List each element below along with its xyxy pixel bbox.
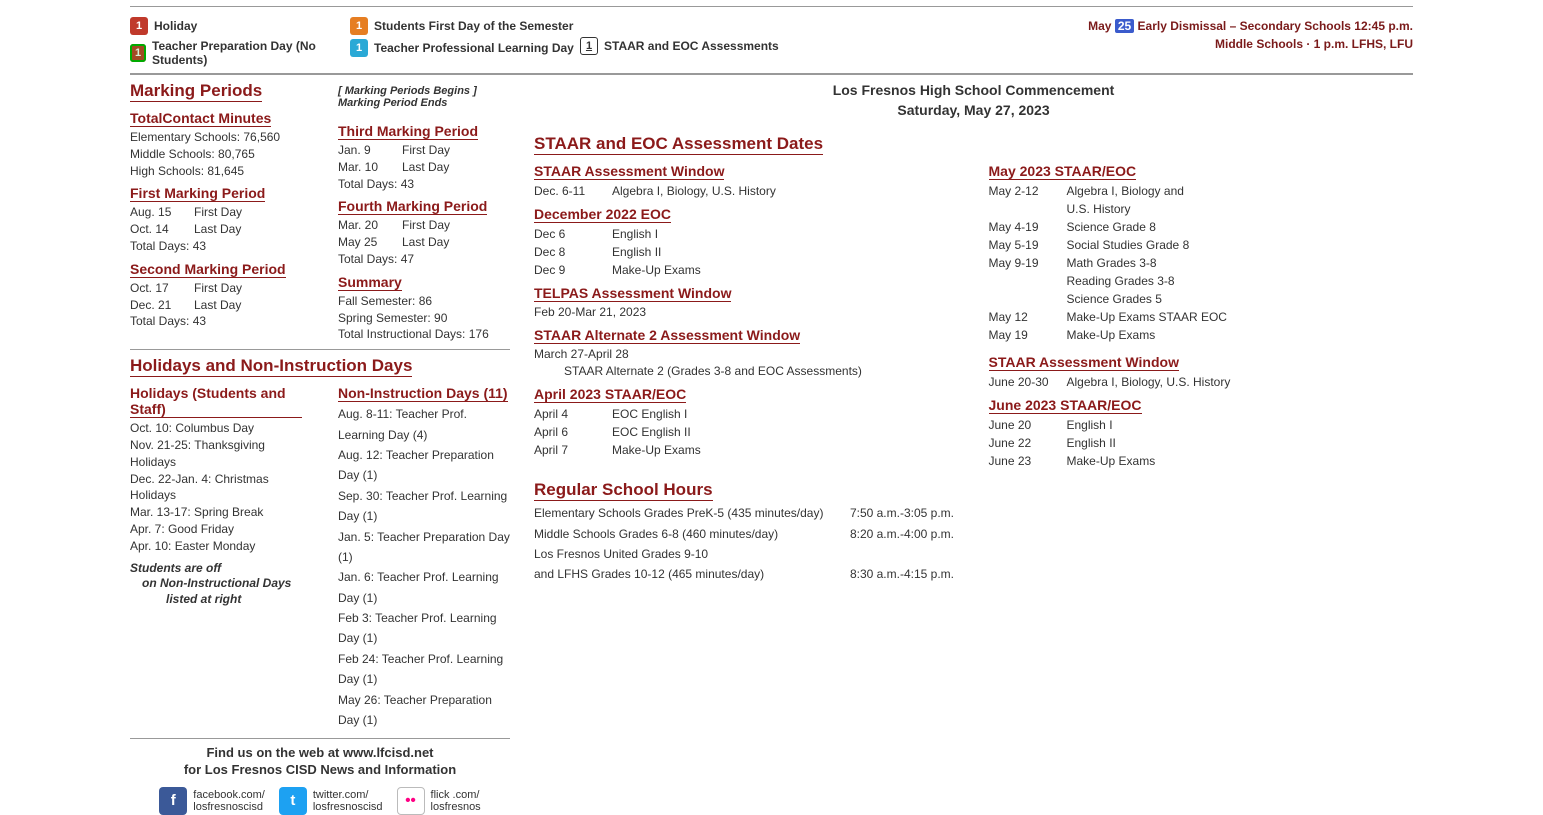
assess-row: May 4-19Science Grade 8: [989, 218, 1414, 236]
ni-item: Sep. 30: Teacher Prof. Learning Day (1): [338, 486, 510, 527]
students-off-note: Students are off on Non-Instructional Da…: [130, 561, 302, 608]
assess-row: May 5-19Social Studies Grade 8: [989, 236, 1414, 254]
holidays-sub: Holidays (Students and Staff): [130, 385, 302, 418]
flickr-icon: ••: [397, 787, 425, 815]
legend-firstday: 1Students First Day of the Semester: [350, 17, 580, 35]
assess-row: May 9-19Math Grades 3-8: [989, 254, 1414, 272]
hours-heading: Regular School Hours: [534, 480, 713, 501]
mp2-heading: Second Marking Period: [130, 261, 286, 278]
alt2-h: STAAR Alternate 2 Assessment Window: [534, 327, 800, 344]
assess-row: June 20English I: [989, 416, 1414, 434]
hours-row: Los Fresnos United Grades 9-10: [534, 544, 1413, 564]
legend: 1Holiday 1Teacher Preparation Day (No St…: [130, 13, 1413, 67]
facebook-link[interactable]: ffacebook.com/losfresnoscisd: [159, 787, 265, 815]
holiday-item: Dec. 22-Jan. 4: Christmas Holidays: [130, 471, 302, 505]
total-contact-heading: TotalContact Minutes: [130, 110, 271, 127]
assess-row: April 7Make-Up Exams: [534, 441, 959, 459]
assess-row: Reading Grades 3-8: [989, 272, 1414, 290]
assess-row: April 6EOC English II: [534, 423, 959, 441]
assess-row: Dec 6English I: [534, 225, 959, 243]
assess-row: April 4EOC English I: [534, 405, 959, 423]
footer-find: Find us on the web at www.lfcisd.net for…: [130, 738, 510, 779]
assess-row: May 19Make-Up Exams: [989, 326, 1414, 344]
ni-item: Aug. 12: Teacher Preparation Day (1): [338, 445, 510, 486]
assess-row: May 2-12Algebra I, Biology and: [989, 182, 1414, 200]
staar-window-h: STAAR Assessment Window: [534, 163, 724, 180]
holiday-item: Mar. 13-17: Spring Break: [130, 504, 302, 521]
twitter-link[interactable]: ttwitter.com/losfresnoscisd: [279, 787, 383, 815]
marking-periods-heading: Marking Periods: [130, 81, 262, 102]
twitter-icon: t: [279, 787, 307, 815]
hours-row: Elementary Schools Grades PreK-5 (435 mi…: [534, 503, 1413, 523]
holiday-item: Apr. 10: Easter Monday: [130, 538, 302, 555]
apr-h: April 2023 STAAR/EOC: [534, 386, 686, 403]
legend-holiday: 1Holiday: [130, 17, 350, 35]
elem-minutes: Elementary Schools: 76,560: [130, 129, 302, 146]
ni-item: Jan. 5: Teacher Preparation Day (1): [338, 527, 510, 568]
holiday-item: Apr. 7: Good Friday: [130, 521, 302, 538]
jun-h: June 2023 STAAR/EOC: [989, 397, 1142, 414]
assess-row: U.S. History: [989, 200, 1414, 218]
ni-item: May 26: Teacher Preparation Day (1): [338, 690, 510, 731]
legend-prof: 1Teacher Professional Learning Day: [350, 39, 580, 57]
assess-row: June 22English II: [989, 434, 1414, 452]
telpas-h: TELPAS Assessment Window: [534, 285, 731, 302]
ni-item: Aug. 8-11: Teacher Prof. Learning Day (4…: [338, 404, 510, 445]
commencement: Los Fresnos High School Commencement Sat…: [534, 81, 1413, 120]
assess-row: May 12Make-Up Exams STAAR EOC: [989, 308, 1414, 326]
assess-heading: STAAR and EOC Assessment Dates: [534, 134, 823, 155]
ni-item: Feb 24: Teacher Prof. Learning Day (1): [338, 649, 510, 690]
assess-row: June 20-30Algebra I, Biology, U.S. Histo…: [989, 373, 1414, 391]
legend-staar: 1STAAR and EOC Assessments: [580, 37, 780, 55]
hours-row: Middle Schools Grades 6-8 (460 minutes/d…: [534, 524, 1413, 544]
holidays-heading: Holidays and Non-Instruction Days: [130, 356, 412, 377]
dec-eoc-h: December 2022 EOC: [534, 206, 671, 223]
marking-note: [ Marking Periods Begins ] Marking Perio…: [338, 85, 510, 109]
june-window-h: STAAR Assessment Window: [989, 354, 1179, 371]
legend-prep: 1Teacher Preparation Day (No Students): [130, 39, 350, 67]
social-links: ffacebook.com/losfresnoscisd ttwitter.co…: [130, 787, 510, 815]
ni-item: Jan. 6: Teacher Prof. Learning Day (1): [338, 567, 510, 608]
hours-row: and LFHS Grades 10-12 (465 minutes/day)8…: [534, 564, 1413, 584]
mp1-heading: First Marking Period: [130, 185, 265, 202]
mid-minutes: Middle Schools: 80,765: [130, 146, 302, 163]
facebook-icon: f: [159, 787, 187, 815]
flickr-link[interactable]: ••flick .com/losfresnos: [397, 787, 481, 815]
may-h: May 2023 STAAR/EOC: [989, 163, 1137, 180]
ni-heading: Non-Instruction Days (11): [338, 385, 508, 402]
summary-heading: Summary: [338, 274, 402, 291]
assess-row: Dec 8English II: [534, 243, 959, 261]
holiday-item: Nov. 21-25: Thanksgiving Holidays: [130, 437, 302, 471]
holiday-item: Oct. 10: Columbus Day: [130, 420, 302, 437]
early-dismissal-note: May 25 Early Dismissal – Secondary Schoo…: [1088, 17, 1413, 53]
high-minutes: High Schools: 81,645: [130, 163, 302, 180]
assess-row: Dec 9Make-Up Exams: [534, 261, 959, 279]
ni-item: Feb 3: Teacher Prof. Learning Day (1): [338, 608, 510, 649]
assess-row: June 23Make-Up Exams: [989, 452, 1414, 470]
mp4-heading: Fourth Marking Period: [338, 198, 487, 215]
mp3-heading: Third Marking Period: [338, 123, 478, 140]
assess-row: Science Grades 5: [989, 290, 1414, 308]
